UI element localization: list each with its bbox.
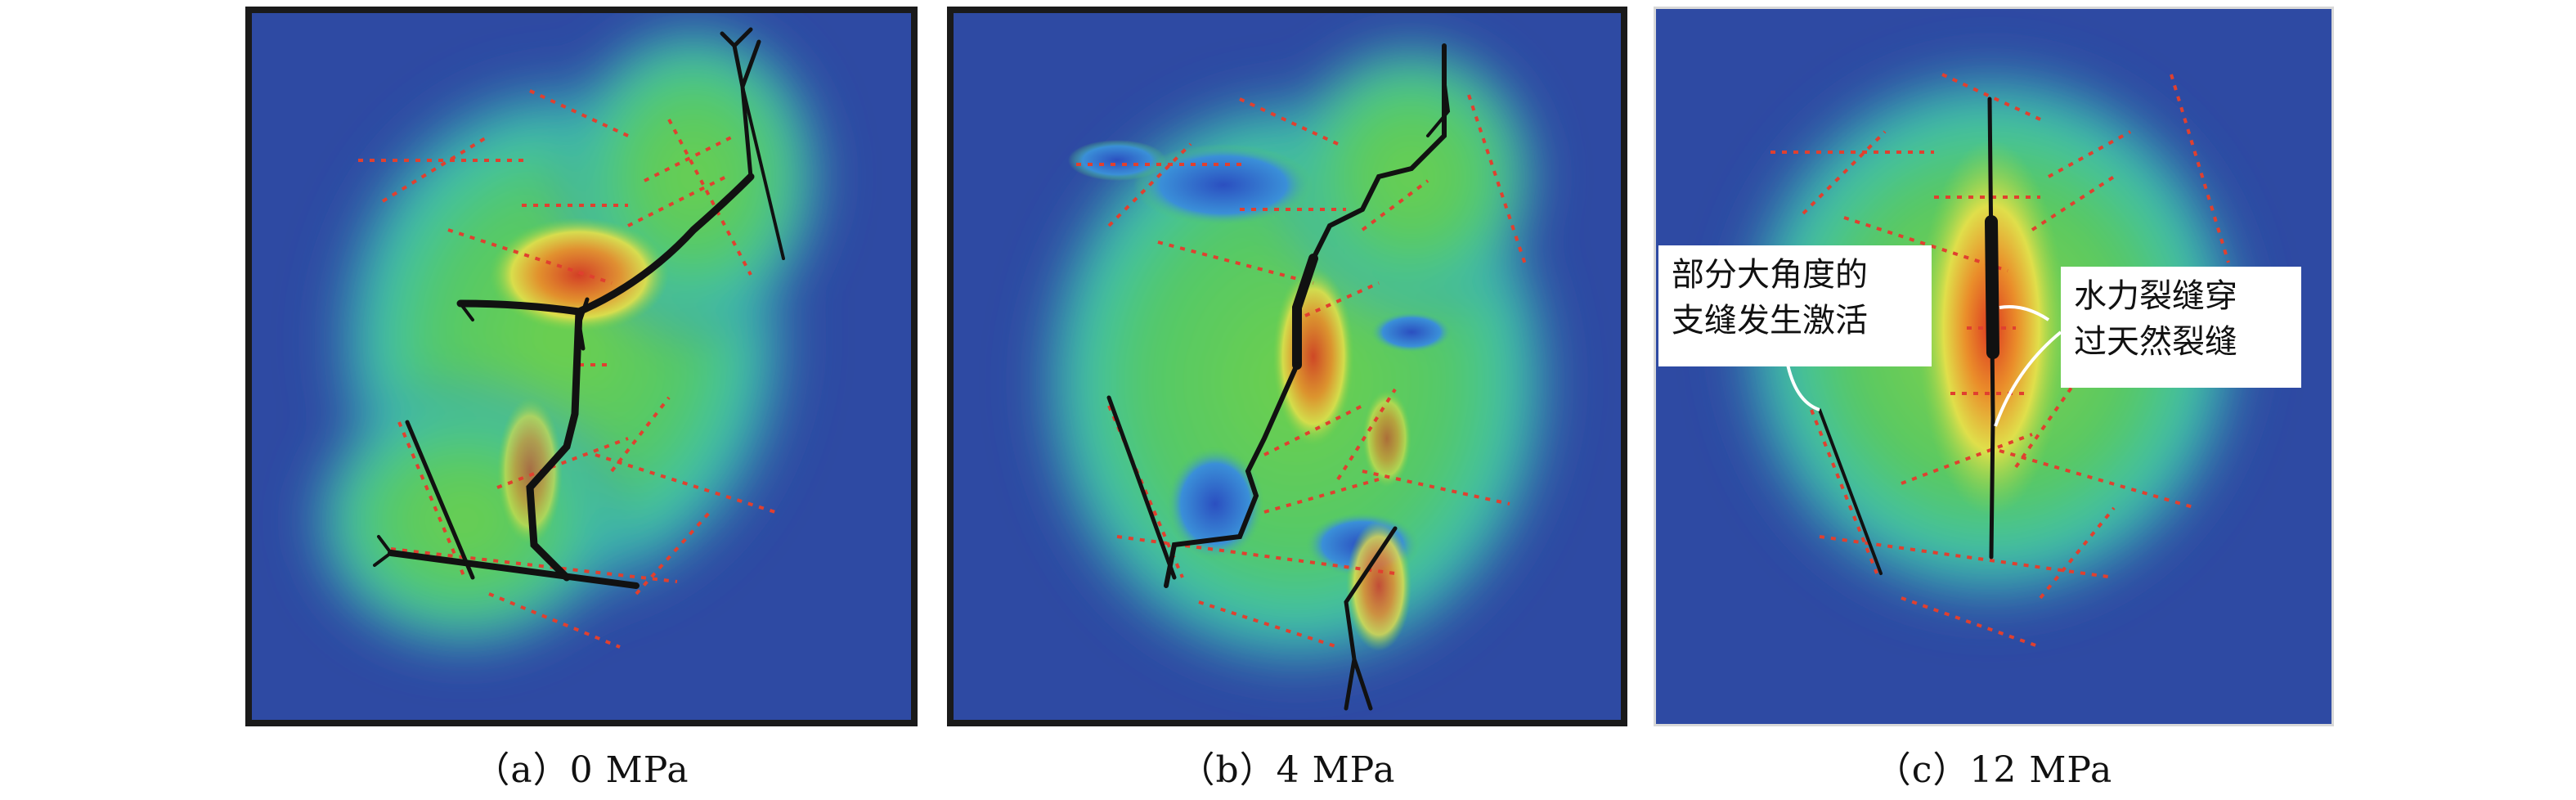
callout-crossing-line1: 水力裂缝穿 bbox=[2074, 277, 2237, 315]
panel-a-svg bbox=[252, 13, 911, 720]
caption-panel-b: （b）4 MPa bbox=[1178, 749, 1396, 791]
panel-b-hydraulic-fracture bbox=[1106, 43, 1451, 711]
callout-branch-activation: 部分大角度的 支缝发生激活 bbox=[1658, 245, 1932, 366]
callout-branch-activation-line2: 支缝发生激活 bbox=[1672, 302, 1868, 339]
panel-a-stress-map bbox=[245, 7, 918, 726]
callout-branch-activation-line1: 部分大角度的 bbox=[1672, 256, 1868, 294]
panel-c-callout-arrows bbox=[1785, 305, 2062, 427]
panel-a-natural-fractures bbox=[358, 89, 776, 649]
callout-crossing-line2: 过天然裂缝 bbox=[2074, 323, 2237, 361]
panel-b-svg bbox=[954, 13, 1621, 720]
panel-b-high-stress-zone bbox=[1272, 267, 1354, 447]
callout-crossing: 水力裂缝穿 过天然裂缝 bbox=[2061, 267, 2301, 388]
caption-panel-c: （c）12 MPa bbox=[1874, 749, 2113, 791]
caption-panel-a: （a）0 MPa bbox=[473, 749, 689, 791]
panel-b-stress-map bbox=[947, 7, 1627, 726]
panel-c-hydraulic-fracture bbox=[1818, 97, 1999, 575]
panel-a-hydraulic-fracture bbox=[373, 27, 785, 589]
